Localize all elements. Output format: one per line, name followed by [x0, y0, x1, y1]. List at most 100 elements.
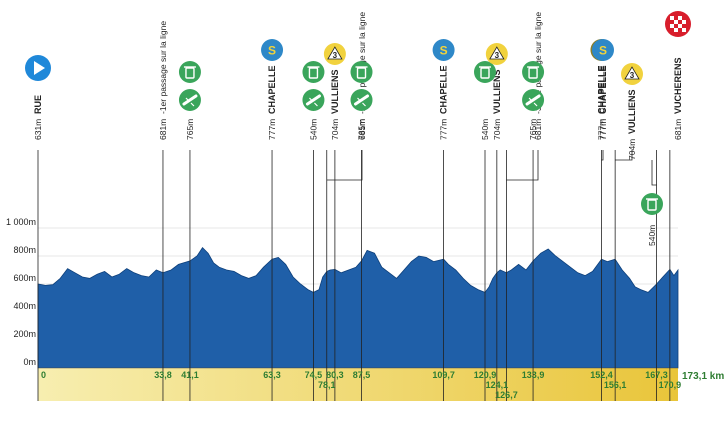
sprint-icon: S: [592, 39, 614, 61]
feed-zone-icon: [350, 61, 373, 83]
km-label: 109,7: [432, 370, 455, 380]
km-label: 33,8: [154, 370, 172, 380]
y-tick-label: 800m: [13, 245, 36, 255]
waypoint-label: 704m VULLIENS: [627, 89, 637, 160]
waypoint-label: 765m: [185, 119, 195, 140]
waypoint-altitude: 681m: [533, 119, 543, 140]
start-flag-icon: [25, 55, 51, 81]
waypoint-vertical-lines: [37, 150, 671, 401]
waypoint-altitude: 681m: [357, 119, 367, 140]
y-tick-label: 400m: [13, 301, 36, 311]
km-label: 124,1: [486, 380, 509, 390]
waypoint-name: -1er passage sur la ligne: [158, 21, 168, 114]
km-label: 78,1: [318, 380, 336, 390]
leader-line: [506, 150, 539, 181]
distance-band: [38, 367, 678, 401]
waypoint-labels: 631m RUE 681m -1er passage sur la ligne 765m…: [33, 12, 683, 246]
distance-band-fill: [38, 368, 678, 401]
feed-bag-icon: [302, 89, 325, 111]
waypoint-icons: S3S3SS3: [25, 11, 691, 215]
km-label: 74,5: [305, 370, 323, 380]
climb-cat-3-icon: 3: [323, 43, 346, 65]
waypoint-altitude: 540m: [647, 225, 657, 246]
waypoint-label: 540m: [308, 119, 318, 140]
waypoint-altitude: 704m: [627, 139, 637, 160]
km-label: 0: [41, 370, 46, 380]
waypoint-label: 681m -1er passage sur la ligne: [158, 21, 168, 140]
leader-line: [601, 150, 604, 161]
km-label: 80,3: [326, 370, 344, 380]
waypoint-altitude: 631m: [33, 119, 43, 140]
climb-category: 3: [495, 51, 500, 60]
waypoint-name: VULLIENS: [492, 69, 502, 114]
y-tick-label: 1 000m: [6, 217, 36, 227]
svg-text:S: S: [599, 44, 607, 58]
waypoint-altitude: 765m: [357, 119, 367, 140]
climb-cat-3-icon: 3: [485, 43, 508, 65]
waypoint-label: 777m CHAPELLE: [267, 65, 277, 140]
leader-line: [651, 160, 657, 186]
climb-category: 3: [630, 71, 635, 80]
km-label: 120,9: [474, 370, 497, 380]
km-labels: 0 33,8 41,1 63,3 74,578,180,3 87,5 109,7 120,91…: [41, 370, 724, 400]
waypoint-label: 540m: [647, 225, 657, 246]
waypoint-label: 777m CHAPELLE: [439, 65, 449, 140]
waypoint-name: CHAPELLE: [596, 65, 606, 114]
waypoint-altitude: 540m: [308, 119, 318, 140]
waypoint-label: 704m VULLIENS: [492, 69, 502, 140]
waypoint-name: VUCHERENS: [673, 57, 683, 114]
finish-flag-icon: [665, 11, 691, 37]
km-label: 156,1: [604, 380, 627, 390]
waypoint-name: RUE: [33, 95, 43, 114]
feed-bag-icon: [350, 89, 373, 111]
waypoint-altitude: 765m: [528, 119, 538, 140]
sprint-icon: S: [432, 39, 455, 61]
waypoint-altitude: 777m: [598, 119, 608, 140]
waypoint-leader-lines: [326, 150, 657, 186]
waypoint-label: 765m: [528, 119, 538, 140]
leader-line: [615, 150, 633, 161]
waypoint-altitude: 704m: [492, 119, 502, 140]
km-label: 63,3: [263, 370, 281, 380]
waypoint-name: CHAPELLE: [439, 65, 449, 114]
elevation-area: [37, 246, 679, 369]
waste-zone-icon: [474, 61, 497, 83]
waypoint-label: 777m CHAPELLE: [596, 65, 606, 140]
climb-category: 3: [333, 51, 338, 60]
waypoint-name: CHAPELLE: [267, 65, 277, 114]
y-tick-label: 600m: [13, 273, 36, 283]
waypoint-altitude: 777m: [596, 119, 606, 140]
waypoint-label: 765m: [357, 119, 367, 140]
km-label: 170,9: [659, 380, 682, 390]
sprint-icon: S: [261, 39, 284, 61]
waypoint-altitude: 765m: [185, 119, 195, 140]
waypoint-name: CHAPELLE: [598, 65, 608, 114]
waypoint-altitude: 777m: [439, 119, 449, 140]
climb-cat-3-icon: 3: [621, 63, 643, 85]
waypoint-label: 681m VUCHERENS: [673, 57, 683, 140]
km-label: 87,5: [353, 370, 371, 380]
waypoint-altitude: 681m: [158, 119, 168, 140]
km-label: 133,9: [522, 370, 545, 380]
waypoint-altitude: 704m: [330, 119, 340, 140]
y-axis: 0m 200m 400m 600m 800m 1 000m: [6, 217, 36, 367]
waypoint-altitude: 777m: [267, 119, 277, 140]
leader-line: [326, 150, 363, 181]
total-distance-label: 173,1 km: [682, 371, 724, 382]
y-tick-label: 200m: [13, 329, 36, 339]
waypoint-label: 631m RUE: [33, 95, 43, 140]
km-label: 152,4: [590, 370, 613, 380]
waypoint-altitude: 540m: [480, 119, 490, 140]
feed-zone-icon: [178, 61, 201, 83]
svg-text:S: S: [440, 44, 448, 58]
km-label: 167,3: [645, 370, 668, 380]
feed-bag-icon: [522, 89, 545, 111]
waypoint-label: 704m VULLIENS: [330, 69, 340, 140]
elevation-series-area: [37, 246, 679, 369]
feed-zone-icon: [302, 61, 325, 83]
y-tick-label: 0m: [23, 357, 36, 367]
waste-zone-icon: [641, 193, 663, 215]
waypoint-altitude: 681m: [673, 119, 683, 140]
waypoint-label: 777m CHAPELLE: [598, 65, 608, 140]
